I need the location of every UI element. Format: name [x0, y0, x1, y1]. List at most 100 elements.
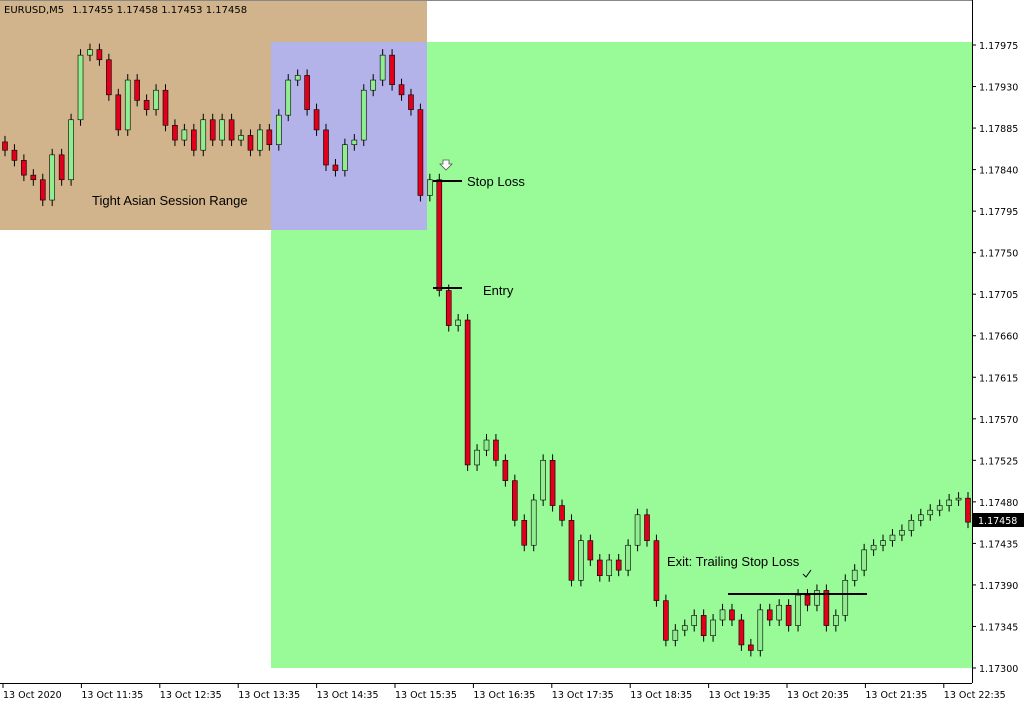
time-tick-label: 13 Oct 20:35 [787, 690, 849, 701]
bear-candle [663, 600, 669, 641]
bear-candle [96, 49, 103, 61]
time-tick-label: 13 Oct 18:35 [630, 690, 692, 701]
bear-candle [172, 124, 178, 141]
bull-candle [719, 609, 726, 621]
asian-range-label: Tight Asian Session Range [92, 193, 248, 208]
bear-candle [58, 154, 65, 181]
price-axis: 1.17975 1.17930 1.17885 1.17840 1.17795 1.177… [972, 41, 1018, 675]
bull-candle [710, 619, 716, 636]
bear-candle [209, 119, 216, 141]
bull-candle [578, 540, 584, 581]
bear-candle [738, 619, 745, 646]
bull-candle [917, 514, 924, 521]
bear-candle [134, 79, 140, 101]
bear-candle [266, 129, 273, 145]
bear-candle [464, 319, 471, 466]
time-tick-label: 13 Oct 16:35 [473, 690, 535, 701]
bear-candle [521, 520, 528, 546]
price-tick-label: 1.17570 [979, 415, 1018, 426]
bear-candle [766, 609, 773, 621]
bull-candle [285, 79, 292, 116]
price-tick-label: 1.17975 [979, 41, 1018, 52]
bull-candle [870, 544, 877, 551]
bull-candle [342, 144, 348, 171]
time-tick-label: 13 Oct 19:35 [709, 690, 771, 701]
bull-candle [455, 319, 461, 326]
bull-candle [776, 604, 782, 621]
bull-candle [68, 119, 74, 181]
bull-candle [681, 625, 688, 631]
bull-candle [851, 569, 858, 581]
time-tick-label: 13 Oct 22:35 [944, 690, 1006, 701]
price-tick-label: 1.17705 [979, 290, 1018, 301]
bear-candle [247, 135, 254, 151]
bear-candle [115, 94, 122, 131]
bear-candle [408, 94, 414, 110]
price-tick-label: 1.17930 [979, 83, 1018, 94]
bear-candle [512, 480, 518, 521]
price-tick-label: 1.17795 [979, 207, 1018, 218]
bull-candle [474, 449, 480, 466]
time-tick-label: 13 Oct 12:35 [160, 690, 222, 701]
bear-candle [398, 84, 405, 96]
bull-candle [257, 129, 263, 151]
bull-candle [351, 139, 358, 145]
bear-candle [700, 615, 707, 636]
bear-candle [502, 460, 509, 481]
bear-candle [785, 604, 792, 626]
price-tick-label: 1.17390 [979, 581, 1018, 592]
bull-candle [181, 129, 188, 141]
bull-candle [814, 590, 820, 606]
bull-candle [927, 509, 934, 516]
bull-candle [672, 629, 679, 641]
bull-candle [899, 530, 905, 536]
bear-candle [323, 129, 329, 166]
current-price-badge [973, 513, 1024, 527]
chart-header: EURUSD,M5 1.17455 1.17458 1.17453 1.17458 [4, 5, 247, 16]
bear-candle [559, 505, 565, 521]
time-tick-label: 13 Oct 2020 [3, 690, 62, 701]
bull-candle [880, 540, 886, 546]
bear-candle [11, 149, 18, 161]
bull-candle [540, 460, 546, 501]
price-tick-label: 1.17885 [979, 124, 1018, 135]
exit-label: Exit: Trailing Stop Loss [667, 554, 800, 569]
bear-candle [823, 590, 830, 626]
bear-candle [162, 89, 169, 126]
price-tick-label: 1.17480 [979, 498, 1018, 509]
bull-candle [294, 75, 301, 81]
bear-candle [21, 160, 27, 176]
down-arrow-icon [439, 159, 453, 171]
time-tick-label: 13 Oct 13:35 [238, 690, 300, 701]
bear-candle [549, 460, 556, 506]
bear-candle [30, 174, 37, 181]
price-tick-label: 1.17525 [979, 456, 1018, 467]
bull-candle [757, 609, 764, 651]
bear-candle [804, 594, 811, 606]
bear-candle [417, 109, 424, 196]
bull-candle [606, 559, 613, 577]
time-tick-label: 13 Oct 17:35 [552, 690, 614, 701]
bull-candle [219, 119, 225, 141]
bear-candle [332, 164, 339, 171]
overlap-zone [271, 42, 427, 230]
bear-candle [568, 520, 575, 581]
bear-candle [143, 100, 150, 110]
checkmark-icon [802, 569, 812, 578]
bear-candle [445, 290, 452, 326]
entry-label: Entry [483, 283, 514, 298]
bear-candle [313, 109, 320, 131]
bull-candle [861, 549, 867, 571]
bull-candle [427, 179, 433, 196]
bear-candle [587, 540, 594, 561]
stop-loss-label: Stop Loss [467, 174, 525, 189]
price-tick-label: 1.17435 [979, 539, 1018, 550]
bull-candle [955, 497, 962, 501]
bull-candle [908, 520, 915, 531]
bull-candle [153, 89, 159, 110]
time-tick-label: 13 Oct 14:35 [317, 690, 379, 701]
price-tick-label: 1.17300 [979, 664, 1018, 675]
bear-candle [653, 540, 660, 601]
bull-candle [275, 114, 282, 145]
